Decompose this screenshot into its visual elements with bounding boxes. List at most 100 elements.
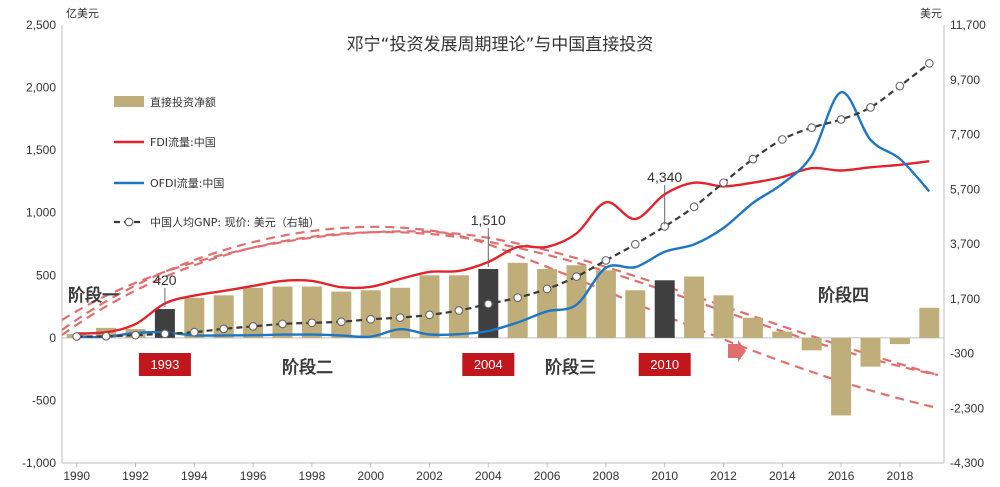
bar: [801, 337, 822, 351]
theory-curves: [61, 225, 939, 410]
legend-label: 直接投资净额: [150, 95, 216, 109]
x-tick-label: 2016: [828, 469, 855, 483]
y2-tick-label: -4,300: [950, 456, 984, 470]
bar-series: [66, 262, 940, 416]
gnp-point: [101, 331, 111, 341]
legend-label: 中国人均GNP: 现价: 美元（右轴）: [150, 215, 320, 229]
gnp-point: [72, 332, 82, 341]
stage-two-label: 阶段二: [282, 357, 333, 378]
theory-curve: [61, 225, 939, 410]
gnp-point: [307, 318, 317, 328]
x-tick-label: 1992: [122, 469, 149, 483]
bar: [301, 286, 322, 338]
gnp-point: [689, 202, 699, 212]
bar: [390, 287, 411, 338]
right-axis-unit: 美元: [920, 7, 942, 20]
gnp-point: [924, 58, 934, 68]
bar: [772, 331, 793, 338]
fdi-line: [76, 160, 930, 335]
stage-one-label: 阶段一: [68, 285, 119, 306]
y2-tick-label: -300: [950, 347, 974, 361]
bar: [713, 295, 734, 338]
ofdi-line: [76, 91, 931, 339]
x-tick-label: 2012: [710, 469, 737, 483]
gnp-point: [777, 135, 787, 144]
line-series: [72, 58, 934, 341]
gnp-point: [336, 317, 346, 327]
bar: [419, 275, 440, 338]
bar: [331, 291, 352, 338]
bar: [154, 309, 175, 338]
bar: [742, 317, 763, 338]
annotation-layer: 邓宁“投资发展周期理论”与中国直接投资 亿美元 美元 阶段一 阶段二 阶段三 阶…: [66, 7, 942, 378]
left-axis-unit: 亿美元: [66, 7, 99, 20]
legend-label: OFDI流量:中国: [150, 176, 224, 190]
bar: [360, 290, 381, 338]
bar: [272, 286, 293, 338]
gnp-point: [454, 306, 464, 315]
y-tick-label: -1,000: [22, 456, 56, 470]
year-tag: [462, 353, 515, 376]
gnp-point: [160, 329, 170, 339]
gnp-point: [395, 313, 405, 322]
x-tick-label: 2018: [887, 469, 914, 483]
bar: [625, 290, 646, 338]
y2-tick-label: 9,700: [950, 73, 980, 87]
gnp-point: [366, 314, 376, 324]
x-tick-label: 2014: [769, 469, 796, 483]
gnp-point: [601, 256, 611, 265]
y2-tick-label: 3,700: [950, 237, 980, 251]
bar: [889, 337, 910, 345]
gnp-point: [572, 272, 581, 281]
y2-tick-label: 11,700: [950, 18, 986, 32]
x-tick-label: 2000: [357, 469, 384, 483]
year-tag: [138, 353, 191, 376]
bar: [919, 307, 940, 338]
x-tick-label: 1998: [299, 469, 326, 483]
gnp-point: [219, 324, 229, 334]
bar: [184, 297, 205, 338]
value-label: 1,510: [471, 212, 506, 228]
y-tick-label: 2,500: [26, 18, 56, 32]
y-tick-label: -500: [32, 393, 56, 407]
bar: [537, 269, 558, 338]
legend-marker: [124, 217, 134, 227]
stage-four-label: 阶段四: [818, 285, 869, 306]
x-tick-label: 2004: [475, 469, 502, 483]
y-tick-label: 1,000: [26, 206, 56, 220]
gnp-point: [866, 103, 875, 112]
y2-tick-label: 7,700: [950, 128, 980, 142]
gnp-point: [483, 299, 493, 309]
gnp-point: [630, 239, 640, 249]
gnp-point: [807, 123, 817, 133]
y2-tick-label: 5,700: [950, 182, 980, 196]
x-tick-label: 1990: [63, 469, 90, 483]
y2-tick-label: -2,300: [950, 401, 984, 415]
theory-curve: [61, 230, 939, 377]
bar: [831, 337, 852, 416]
x-tick-label: 2008: [593, 469, 620, 483]
y-tick-label: 0: [49, 331, 56, 345]
chart-title: 邓宁“投资发展周期理论”与中国直接投资: [347, 35, 654, 55]
gnp-point: [513, 293, 523, 303]
bar: [566, 265, 587, 338]
year-tags: 1993 2004 2010: [138, 353, 691, 376]
gnp-point: [131, 330, 140, 340]
year-tag-label: 2004: [474, 357, 503, 372]
gnp-point: [895, 81, 905, 91]
x-tick-label: 2010: [651, 469, 678, 483]
y-tick-label: 1,500: [26, 143, 56, 157]
y-tick-label: 500: [36, 268, 56, 282]
bar: [860, 337, 881, 367]
year-tag-label: 1993: [150, 357, 179, 372]
stage-three-label: 阶段三: [545, 357, 596, 378]
x-tick-label: 1996: [240, 469, 267, 483]
stage-arrow: [728, 340, 746, 362]
legend-swatch: [114, 96, 144, 107]
value-label: 420: [153, 272, 177, 288]
x-tick-label: 2006: [534, 469, 561, 483]
gnp-point: [248, 322, 258, 331]
gnp-point: [719, 178, 728, 188]
